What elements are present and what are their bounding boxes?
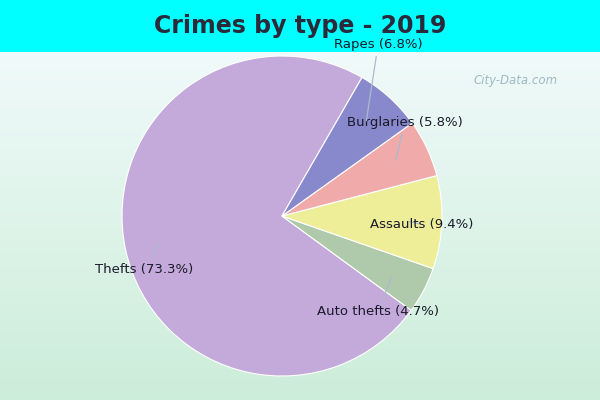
Wedge shape — [282, 216, 433, 310]
Text: Rapes (6.8%): Rapes (6.8%) — [334, 38, 422, 121]
Text: City-Data.com: City-Data.com — [474, 74, 558, 87]
Wedge shape — [282, 78, 412, 216]
Text: Assaults (9.4%): Assaults (9.4%) — [370, 218, 474, 231]
Wedge shape — [282, 176, 442, 269]
Wedge shape — [122, 56, 411, 376]
Wedge shape — [282, 123, 437, 216]
Text: Crimes by type - 2019: Crimes by type - 2019 — [154, 14, 446, 38]
Text: Burglaries (5.8%): Burglaries (5.8%) — [347, 116, 463, 160]
Text: Thefts (73.3%): Thefts (73.3%) — [95, 244, 193, 276]
Text: Auto thefts (4.7%): Auto thefts (4.7%) — [317, 276, 439, 318]
